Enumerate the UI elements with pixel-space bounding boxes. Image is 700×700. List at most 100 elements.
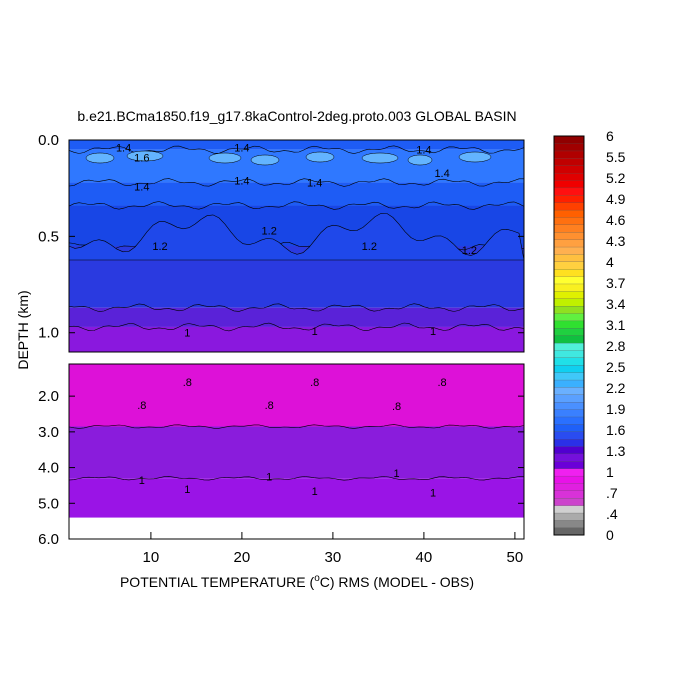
lower-contour-label-7: 1 (266, 472, 272, 484)
colorbar-label-6: 4 (606, 254, 614, 270)
upper-contour-label-0: 1.4 (116, 143, 131, 155)
colorbar-block-35 (553, 268, 585, 277)
colorbar-block-38 (553, 246, 585, 255)
upper-band-3 (69, 205, 524, 246)
upper-contour-label-4: 1.4 (134, 181, 149, 193)
lower-y-tick-label-2: 4.0 (38, 460, 59, 477)
colorbar-block-40 (553, 231, 585, 240)
colorbar-label-17: .7 (606, 485, 618, 501)
colorbar-block-4 (553, 497, 585, 506)
colorbar-block-27 (553, 327, 585, 336)
colorbar-block-22 (553, 364, 585, 373)
colorbar-block-46 (553, 187, 585, 196)
upper-contour-label-1: 1.6 (134, 152, 149, 164)
lower-panel-bands (68, 364, 525, 518)
colorbar-block-50 (553, 158, 585, 166)
lower-band-0 (69, 364, 524, 427)
upper-contour-label-11: 1.2 (462, 245, 477, 257)
colorbar-label-16: 1 (606, 464, 614, 480)
colorbar-block-34 (553, 276, 585, 285)
lower-contour-label-1: .8 (310, 377, 319, 389)
upper-patch-4 (305, 151, 335, 163)
upper-patch-5 (361, 152, 399, 164)
lower-panel: .8 .8 .8 .8 .8 .8 1 1 1 1 1 1 2.0 3.0 4.0 5.0 6.0 10 20 3… (38, 363, 525, 566)
colorbar-label-11: 2.5 (606, 359, 626, 375)
colorbar-label-13: 1.9 (606, 401, 626, 417)
upper-band-5 (69, 307, 524, 327)
colorbar-block-48 (553, 172, 585, 181)
upper-patch-2 (208, 152, 242, 164)
lower-contour-line-2 (68, 476, 525, 481)
lower-y-ticks: 2.0 3.0 4.0 5.0 6.0 (38, 388, 524, 548)
lower-contour-label-11: 1 (430, 488, 436, 500)
colorbar-block-36 (553, 261, 585, 270)
colorbar-label-15: 1.3 (606, 443, 626, 459)
colorbar-label-7: 3.7 (606, 275, 626, 291)
colorbar-block-25 (553, 342, 585, 351)
x-axis-label-end: C) RMS (MODEL - OBS) (320, 574, 474, 590)
upper-y-ticks: 0.0 0.5 1.0 (38, 132, 524, 342)
colorbar-block-18 (553, 394, 585, 403)
x-axis-label: POTENTIAL TEMPERATURE (oC) RMS (MODEL - … (120, 573, 474, 590)
lower-band-2 (69, 478, 524, 518)
colorbar-block-37 (553, 254, 585, 262)
colorbar-block-29 (553, 313, 585, 322)
upper-band-6 (69, 326, 524, 352)
colorbar-label-9: 3.1 (606, 317, 626, 333)
colorbar-label-5: 4.3 (606, 233, 626, 249)
colorbar-block-3 (553, 505, 585, 514)
upper-y-tick-label-2: 1.0 (38, 325, 59, 342)
lower-contour-label-10: 1 (312, 486, 318, 498)
lower-y-tick-label-1: 3.0 (38, 424, 59, 441)
colorbar-block-13 (553, 431, 585, 440)
upper-patch-1 (126, 150, 164, 162)
upper-panel-contour-labels: 1.41.61.4 1.41.4 1.4 1.41.41.21.21.2 1.21 1 1 (116, 143, 477, 340)
y-axis-label: DEPTH (km) (15, 290, 31, 369)
upper-patch-6 (407, 154, 433, 166)
colorbar-block-8 (553, 468, 585, 477)
colorbar-labels: 6 5.5 5.2 4.9 4.6 4.3 4 3.7 3.4 3.1 2.8 2.5 2.2 1.9 1.… (606, 128, 626, 543)
lower-panel-contour-labels: .8 .8 .8 .8 .8 .8 1 1 1 1 1 1 (137, 377, 446, 500)
colorbar-label-10: 2.8 (606, 338, 626, 354)
x-tick-label-1: 20 (234, 549, 251, 566)
upper-panel-frame (68, 139, 525, 353)
x-ticks: 10 20 30 40 50 (143, 532, 524, 566)
colorbar-block-53 (553, 135, 585, 144)
colorbar-label-19: 0 (606, 527, 614, 543)
colorbar-block-21 (553, 372, 585, 381)
colorbar-block-23 (553, 357, 585, 366)
colorbar-block-52 (553, 143, 585, 152)
colorbar-block-7 (553, 475, 585, 484)
colorbar-block-28 (553, 320, 585, 329)
lower-contour-line-1 (68, 424, 525, 429)
colorbar-label-8: 3.4 (606, 296, 626, 312)
upper-patch-0 (85, 152, 115, 164)
upper-band-0 (69, 140, 524, 150)
upper-contour-label-6: 1.4 (307, 177, 322, 189)
upper-contour-line-6 (68, 322, 525, 332)
lower-contour-label-0: .8 (183, 377, 192, 389)
upper-detail-region (68, 213, 525, 261)
colorbar-block-17 (553, 401, 585, 410)
colorbar-block-33 (553, 283, 585, 292)
colorbar-block-1 (553, 520, 585, 528)
x-axis-label-start: POTENTIAL TEMPERATURE ( (120, 574, 315, 590)
colorbar-block-24 (553, 350, 585, 358)
colorbar-block-51 (553, 150, 585, 159)
lower-contour-label-8: 1 (394, 468, 400, 480)
upper-contour-label-2: 1.4 (234, 143, 249, 155)
upper-y-tick-label-0: 0.0 (38, 132, 59, 149)
colorbar-block-47 (553, 180, 585, 189)
colorbar-block-12 (553, 438, 585, 447)
colorbar-block-20 (553, 379, 585, 388)
lower-panel-frame (68, 363, 525, 540)
colorbar-block-9 (553, 460, 585, 469)
colorbar-block-42 (553, 217, 585, 225)
upper-contour-line-3 (68, 201, 525, 210)
x-tick-label-4: 50 (507, 549, 524, 566)
upper-contour-label-12: 1 (184, 328, 190, 340)
colorbar-block-26 (553, 335, 585, 344)
colorbar-block-16 (553, 409, 585, 418)
colorbar-block-6 (553, 483, 585, 491)
